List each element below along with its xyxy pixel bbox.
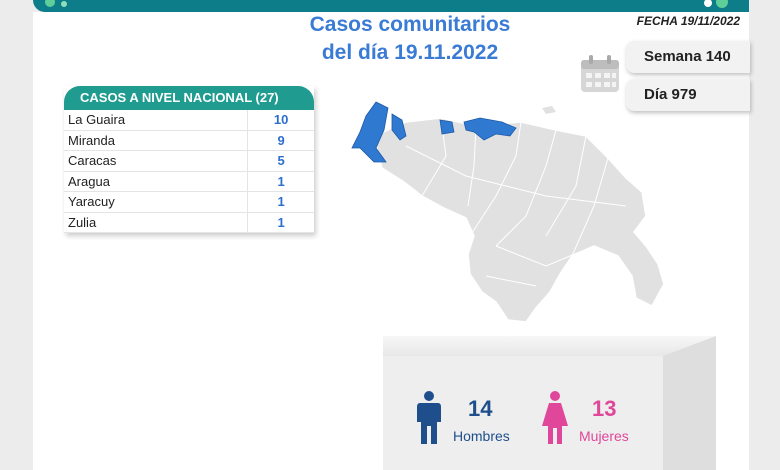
virus-decoration-icon bbox=[45, 0, 67, 7]
table-row: Caracas 5 bbox=[64, 151, 314, 172]
map-state-borders bbox=[405, 117, 627, 287]
pedestal-top bbox=[383, 336, 716, 358]
state-cases: 9 bbox=[277, 132, 285, 148]
state-cases: 1 bbox=[277, 194, 285, 209]
date-label: FECHA 19/11/2022 bbox=[636, 14, 740, 28]
state-cases: 10 bbox=[273, 112, 289, 127]
state-name: Miranda bbox=[64, 130, 249, 150]
map-country-shape bbox=[373, 117, 665, 323]
state-cases: 5 bbox=[277, 153, 285, 168]
map-island bbox=[542, 106, 556, 114]
map-yaracuy bbox=[391, 113, 407, 141]
cases-table-header: CASOS A NIVEL NACIONAL (27) bbox=[64, 86, 314, 110]
state-name: La Guaira bbox=[64, 110, 249, 130]
map-caracas-la-guaira-miranda bbox=[463, 117, 517, 141]
map-aragua bbox=[439, 119, 455, 135]
women-count: 13 bbox=[592, 396, 617, 421]
calendar-icon bbox=[581, 55, 619, 92]
men-label: Hombres bbox=[453, 428, 510, 444]
map-zulia bbox=[351, 101, 389, 163]
virus-decoration-icon bbox=[704, 0, 728, 8]
table-row: La Guaira 10 bbox=[64, 110, 314, 131]
men-count: 14 bbox=[468, 396, 493, 421]
top-banner bbox=[33, 0, 749, 12]
table-row: Yaracuy 1 bbox=[64, 192, 314, 213]
page-title: Casos comunitarios bbox=[309, 13, 511, 36]
pedestal-side bbox=[663, 336, 716, 470]
state-name: Zulia bbox=[64, 212, 249, 232]
state-cases: 1 bbox=[277, 173, 285, 189]
table-row: Aragua 1 bbox=[64, 171, 314, 192]
table-row: Zulia 1 bbox=[64, 212, 314, 233]
day-badge: Día 979 bbox=[626, 79, 750, 111]
cases-table: CASOS A NIVEL NACIONAL (27) La Guaira 10… bbox=[64, 86, 314, 233]
page-subtitle: del día 19.11.2022 bbox=[321, 41, 499, 64]
state-cases: 1 bbox=[277, 214, 285, 230]
woman-icon bbox=[542, 391, 568, 444]
state-name: Caracas bbox=[64, 151, 249, 171]
venezuela-map bbox=[351, 101, 665, 323]
table-row: Miranda 9 bbox=[64, 130, 314, 151]
state-name: Yaracuy bbox=[64, 192, 249, 212]
women-label: Mujeres bbox=[579, 428, 629, 444]
man-icon bbox=[417, 391, 441, 444]
state-name: Aragua bbox=[64, 171, 249, 191]
week-badge: Semana 140 bbox=[626, 41, 750, 73]
